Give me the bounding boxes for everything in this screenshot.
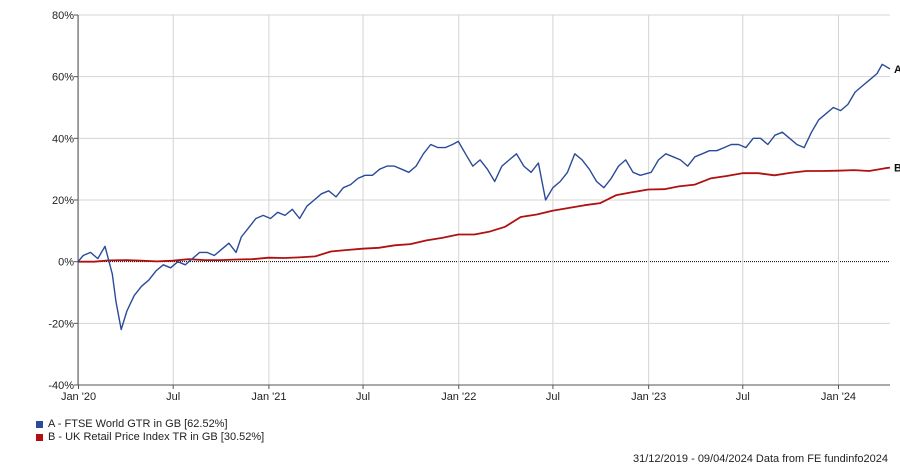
- y-tick-label: -40%: [48, 380, 74, 392]
- axes: -40% -20% 0% 20% 40% 60% 80% Jan '20 Jul Jan '21 J…: [48, 10, 890, 403]
- legend-swatch-a: [36, 421, 43, 428]
- x-tick-label: Jul: [546, 391, 560, 403]
- y-tick-label: 80%: [52, 10, 74, 22]
- series-line-a: [77, 63, 891, 331]
- series-end-label-b: B: [894, 163, 900, 175]
- footer-source: 31/12/2019 - 09/04/2024 Data from FE fun…: [632, 453, 888, 465]
- x-tick-label: Jan '24: [821, 391, 856, 403]
- x-tick-label: Jul: [166, 391, 180, 403]
- series-group: BA: [77, 63, 900, 331]
- x-tick-label: Jul: [736, 391, 750, 403]
- y-tick-label: 60%: [52, 72, 74, 84]
- series-end-label-a: A: [894, 64, 900, 76]
- legend: A - FTSE World GTR in GB [62.52%] B - UK…: [36, 418, 264, 444]
- y-tick-label: 20%: [52, 195, 74, 207]
- x-tick-label: Jul: [356, 391, 370, 403]
- y-tick-label: 0%: [58, 257, 74, 269]
- legend-label-a: A - FTSE World GTR in GB [62.52%]: [48, 418, 228, 430]
- x-tick-label: Jan '23: [631, 391, 666, 403]
- x-tick-label: Jan '22: [441, 391, 476, 403]
- legend-item-a: A - FTSE World GTR in GB [62.52%]: [36, 418, 264, 431]
- grid: [78, 14, 890, 386]
- y-tick-label: -20%: [48, 318, 74, 330]
- series-line-b: [78, 166, 891, 263]
- legend-label-b: B - UK Retail Price Index TR in GB [30.5…: [48, 431, 265, 443]
- x-tick-label: Jan '20: [61, 391, 96, 403]
- legend-swatch-b: [36, 434, 43, 441]
- y-tick-label: 40%: [52, 133, 74, 145]
- x-tick-label: Jan '21: [251, 391, 286, 403]
- legend-item-b: B - UK Retail Price Index TR in GB [30.5…: [36, 431, 264, 444]
